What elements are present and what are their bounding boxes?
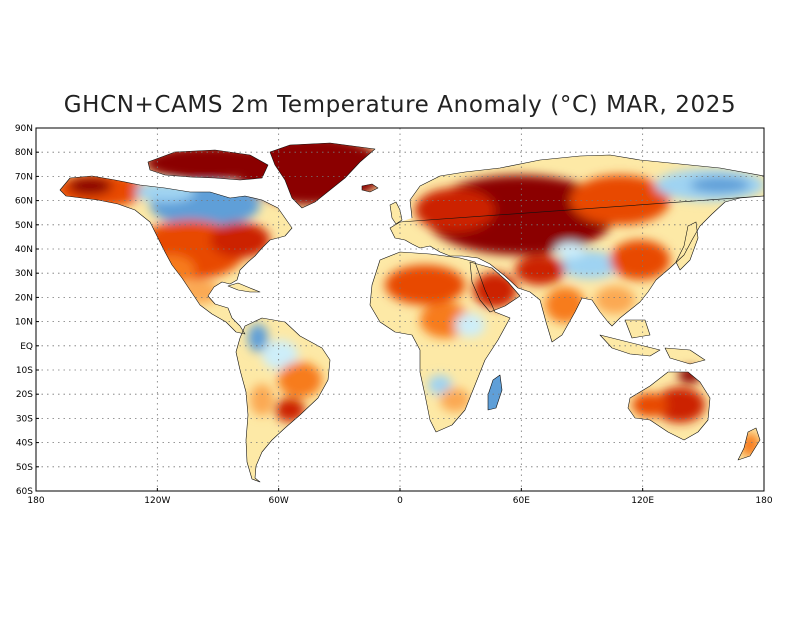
lat-label: 60N bbox=[15, 197, 33, 207]
lat-label: 20N bbox=[15, 293, 33, 303]
lat-label: 30N bbox=[15, 269, 33, 279]
lat-label: 40S bbox=[16, 439, 33, 449]
coastlines bbox=[59, 142, 764, 483]
lat-label: 90N bbox=[15, 124, 33, 134]
lon-label: 0 bbox=[397, 496, 403, 506]
lon-label: 60E bbox=[513, 496, 530, 506]
anomaly-fill bbox=[60, 143, 764, 482]
graticule bbox=[35, 127, 765, 492]
lat-label: EQ bbox=[20, 342, 33, 352]
lat-label: 60S bbox=[16, 487, 33, 497]
lon-label: 120E bbox=[631, 496, 654, 506]
lat-label: 50N bbox=[15, 221, 33, 231]
map-frame bbox=[35, 127, 765, 492]
lon-label: 60W bbox=[268, 496, 288, 506]
lat-label: 20S bbox=[16, 390, 33, 400]
lat-label: 80N bbox=[15, 148, 33, 158]
lon-label: 180 bbox=[27, 496, 44, 506]
lat-label: 30S bbox=[16, 414, 33, 424]
map-title: GHCN+CAMS 2m Temperature Anomaly (°C) MA… bbox=[63, 92, 737, 118]
lat-label: 40N bbox=[15, 245, 33, 255]
lat-label: 70N bbox=[15, 172, 33, 182]
lon-label: 120W bbox=[144, 496, 170, 506]
lat-label: 50S bbox=[16, 463, 33, 473]
lon-label: 180 bbox=[755, 496, 772, 506]
lat-label: 10N bbox=[15, 318, 33, 328]
latitude-labels: 90N 80N 70N 60N 50N 40N 30N 20N 10N EQ 10S 20S 30S 40… bbox=[15, 124, 33, 497]
lat-label: 10S bbox=[16, 366, 33, 376]
longitude-labels: 180 120W 60W 0 60E 120E 180 bbox=[27, 496, 772, 506]
